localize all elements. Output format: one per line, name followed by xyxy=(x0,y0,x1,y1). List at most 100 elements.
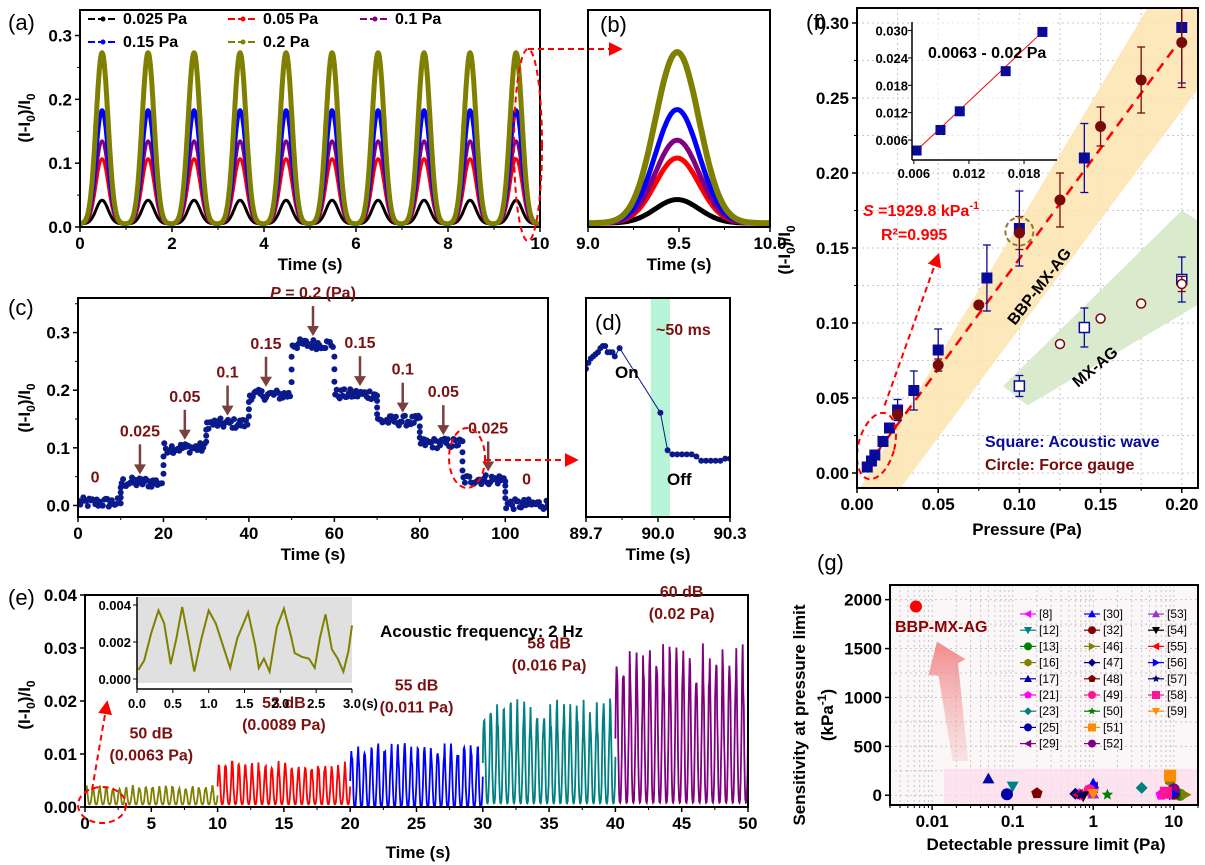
trace-0.1Pa xyxy=(80,139,540,226)
f-point-square-open xyxy=(1013,380,1026,392)
panel-c: (c) 0 20 40 60 80 1000.00.10.20.3(I-I0)/I0 00… xyxy=(8,285,579,564)
g-y-tick-label: 2000 xyxy=(844,591,882,610)
c-point xyxy=(113,501,120,507)
f-y-tick-label: 0.05 xyxy=(816,389,849,408)
panel-e-inset: 0.0 0.5 1.0 1.5 2.0 2.5 3.0 (s) 0.000 0.002 0.004 xyxy=(98,597,378,711)
c-point xyxy=(374,404,381,411)
g-bg xyxy=(890,585,1198,805)
e-x-tick-label: 40 xyxy=(606,814,625,833)
d-point xyxy=(679,451,685,458)
f-inset-y-tick-label: 0.030 xyxy=(875,24,908,39)
d-point xyxy=(722,455,729,462)
panel-g: (g) 0.01 0.1 1 100500100015002000BBP-MX-AG … xyxy=(790,550,1199,854)
g-legend-label: [12] xyxy=(1039,623,1059,637)
c-point xyxy=(160,453,167,460)
g-marker-triangle-up xyxy=(1152,610,1160,618)
c-point xyxy=(205,425,212,432)
c-y-tick-label: 0.2 xyxy=(46,381,70,400)
c-step-label: 0.05 xyxy=(169,389,200,406)
ylabel-part: (I-I xyxy=(15,709,34,730)
g-legend-label: [47] xyxy=(1103,656,1123,670)
panel-f: (f) 0.00 0.05 0.10 0.15 0.20 0.00 0.05 0.10 0.15… xyxy=(775,7,1199,539)
g-marker-pentagon xyxy=(1088,674,1096,682)
panel-a-label: (a) xyxy=(8,10,35,35)
panel-f-xlabel: Pressure (Pa) xyxy=(972,520,1082,539)
f-point-circle xyxy=(1054,194,1066,206)
c-step-label: 0 xyxy=(522,471,531,488)
panel-a-axes: 0 2 4 6 8 100.00.10.20.3(I-I0)/I0 xyxy=(15,27,549,253)
d-point xyxy=(657,409,664,416)
ylabel-sub: 0 xyxy=(24,383,38,390)
c-step-label: 0.15 xyxy=(344,335,375,352)
panel-f-axes: 0.00 0.05 0.10 0.15 0.20 0.00 0.05 0.10 0.15 0.20… xyxy=(775,14,1198,514)
c-point xyxy=(449,443,456,450)
g-marker-triangle-right xyxy=(1152,658,1160,667)
e-trace-55dB xyxy=(349,743,484,807)
panel-d-on-label: On xyxy=(615,363,639,382)
c-step-label-rest: = 0.2 (Pa) xyxy=(281,285,356,302)
a-y-tick-label: 0.0 xyxy=(48,218,72,237)
f-point-square xyxy=(865,455,877,467)
f-inset-point xyxy=(911,145,922,156)
e-trace-60dB xyxy=(614,643,748,806)
g-highlight-region xyxy=(943,768,1198,805)
ylabel-sub: 0 xyxy=(784,247,798,254)
c-point xyxy=(331,378,338,385)
ylabel-sub: 0 xyxy=(24,405,38,412)
c-point xyxy=(329,344,336,350)
e-x-tick-label: 15 xyxy=(274,814,293,833)
c-point xyxy=(502,488,509,495)
e-trace-53dB xyxy=(216,760,352,806)
c-x-tick-label: 80 xyxy=(410,524,429,543)
f-y-tick-label: 0.20 xyxy=(816,164,849,183)
g-marker-star xyxy=(1088,707,1096,715)
ylabel-sub: 0 xyxy=(784,225,798,232)
g-marker-square xyxy=(1088,723,1096,732)
g-marker-triangle-left xyxy=(1152,642,1160,651)
b-trace-0.2Pa xyxy=(588,49,770,227)
f-point-square xyxy=(869,449,881,461)
g-legend-label: [30] xyxy=(1103,607,1123,621)
c-point xyxy=(502,482,509,489)
b-x-tick-label: 9.0 xyxy=(576,234,600,253)
legend-label-3: 0.15 Pa xyxy=(123,34,178,51)
c-x-tick-label: 60 xyxy=(325,524,344,543)
f-point-circle xyxy=(1176,37,1188,48)
legend-label-2: 0.1 Pa xyxy=(395,11,441,28)
panel-a-xlabel: Time (s) xyxy=(278,255,343,274)
panel-b: (b) 9.0 9.5 10.0 Time (s) xyxy=(576,9,787,274)
panel-g-xlabel: Detectable pressure limit (Pa) xyxy=(926,835,1165,854)
d-point xyxy=(664,447,671,454)
f-inset-bg xyxy=(912,22,1057,160)
e-trace-58dB xyxy=(481,698,617,806)
c-point xyxy=(459,438,466,445)
panel-e-frequency-annotation: Acoustic frequency: 2 Hz xyxy=(380,622,583,641)
c-point xyxy=(331,366,338,373)
e-series-pressure-label: (0.016 Pa) xyxy=(512,657,587,674)
e-trace-50dB xyxy=(85,784,219,806)
a-x-tick-label: 2 xyxy=(167,234,176,253)
legend-label-1: 0.05 Pa xyxy=(263,11,318,28)
f-x-tick-label: 0.20 xyxy=(1165,495,1198,514)
g-marker-diamond xyxy=(1088,658,1096,667)
f-inset-point xyxy=(935,125,946,135)
c-point xyxy=(84,503,91,509)
c-point xyxy=(410,419,417,426)
g-legend-label: [57] xyxy=(1167,672,1187,686)
panel-g-frame xyxy=(889,584,1199,806)
d-x-tick-label: 90.0 xyxy=(641,524,674,543)
e-y-tick-label: 0.03 xyxy=(44,639,77,658)
c-point xyxy=(455,442,462,449)
c-point xyxy=(231,416,237,423)
f-sensitivity-symbol: S xyxy=(863,203,874,220)
panel-g-grid xyxy=(890,585,1198,805)
b-trace-0.05Pa xyxy=(588,155,770,226)
g-marker-square xyxy=(1152,691,1160,699)
legend-marker xyxy=(372,16,378,22)
c-point xyxy=(374,411,381,418)
g-marker-circle xyxy=(1000,788,1013,801)
e-inset-trace xyxy=(137,605,353,676)
a-x-tick-label: 0 xyxy=(75,234,84,253)
c-point xyxy=(197,440,204,447)
g-legend-label: [23] xyxy=(1039,704,1059,718)
